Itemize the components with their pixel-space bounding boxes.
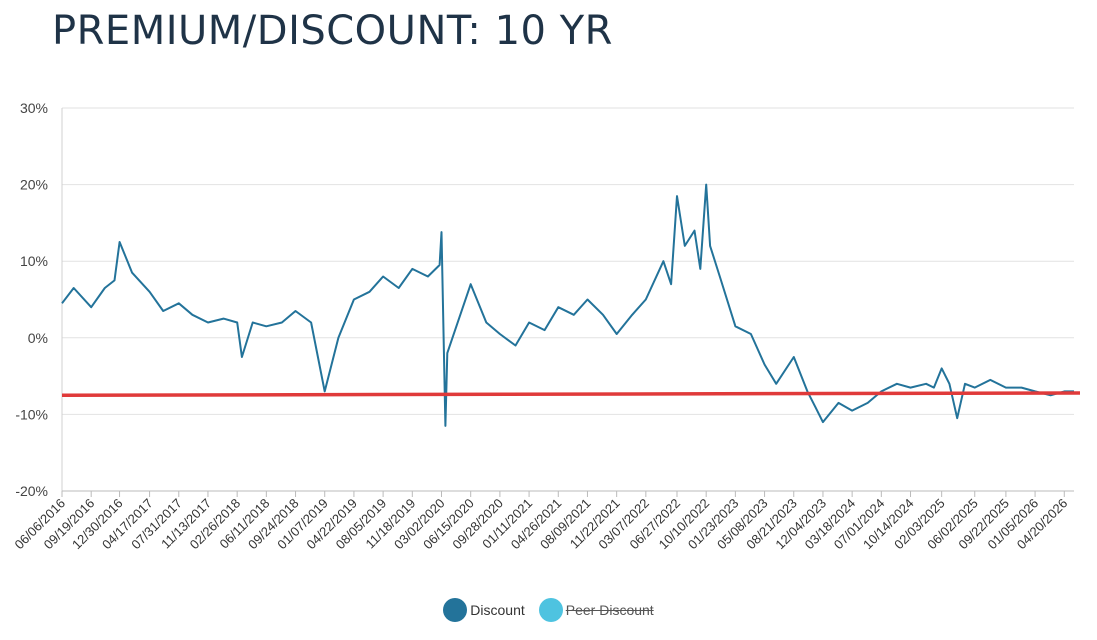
- y-axis-ticks: 30% 20% 10% 0% -10% -20%: [15, 100, 48, 499]
- series-line-discount: [61, 183, 1074, 427]
- y-tick-label: 10%: [20, 253, 48, 269]
- y-tick-label: 0%: [28, 330, 48, 346]
- y-tick-label: -10%: [15, 406, 48, 422]
- y-gridlines: [62, 107, 1074, 415]
- legend: Discount Peer Discount: [0, 597, 1097, 623]
- y-tick-label: 20%: [20, 177, 48, 193]
- x-axis-ticks: 06/06/201609/19/201612/30/201604/17/2017…: [11, 491, 1070, 552]
- series-layer: [61, 183, 1074, 427]
- legend-label-peer-discount: Peer Discount: [565, 602, 654, 618]
- reference-layer: [61, 391, 1081, 397]
- legend-item-discount[interactable]: Discount: [443, 598, 525, 622]
- y-tick-label: -20%: [15, 483, 48, 499]
- legend-label-discount: Discount: [470, 602, 525, 618]
- peer-discount-circle-icon: [538, 598, 563, 622]
- y-tick-label: 30%: [20, 100, 48, 116]
- reference-line: [61, 391, 1081, 397]
- legend-item-peer-discount[interactable]: Peer Discount: [538, 598, 654, 622]
- discount-circle-icon: [443, 598, 468, 622]
- premium-discount-chart: 30% 20% 10% 0% -10% -20% 06/06/201609/19/2016…: [11, 100, 1081, 552]
- chart-title: PREMIUM/DISCOUNT: 10 YR: [52, 8, 613, 54]
